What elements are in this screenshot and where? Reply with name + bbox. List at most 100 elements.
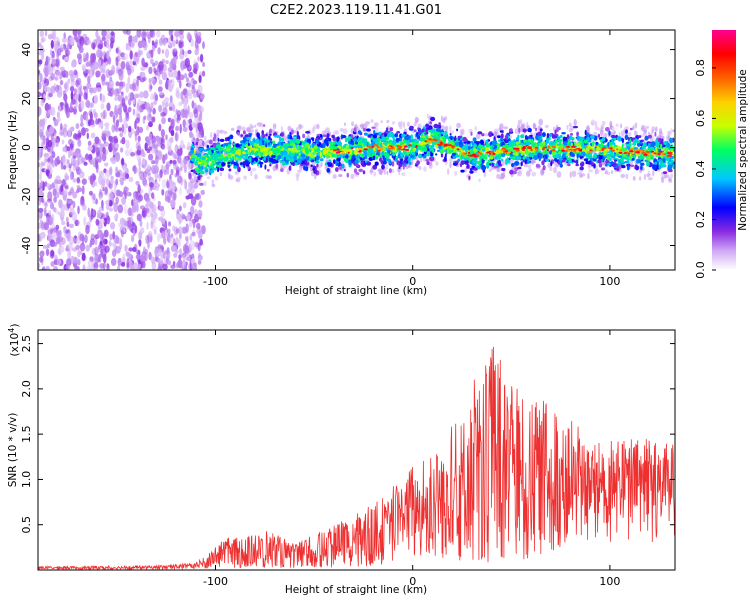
spectrogram-noise-cell xyxy=(173,226,179,236)
spectrogram-band-cell xyxy=(271,154,276,159)
spectrogram-noise-cell xyxy=(172,104,176,112)
spectrogram-halo-cell xyxy=(594,121,598,128)
spectrogram-band-cell xyxy=(269,163,272,167)
spectrogram-band-cell xyxy=(263,137,267,142)
spectrogram-noise-cell xyxy=(72,106,77,115)
spectrogram-band-cell xyxy=(322,134,328,137)
spectrogram-halo-cell xyxy=(538,118,543,126)
spectrogram-noise-cell xyxy=(121,55,126,61)
spectrogram-noise-cell xyxy=(38,150,41,161)
spectrogram-noise-cell xyxy=(123,204,128,215)
spectrogram-band-cell xyxy=(206,144,209,149)
spectrogram-noise-cell xyxy=(44,115,48,123)
spectrogram-noise-cell xyxy=(109,70,115,75)
spectrogram-halo-cell xyxy=(640,134,644,138)
spectrogram-noise-cell xyxy=(60,246,65,253)
spectrogram-noise-cell xyxy=(116,88,122,95)
spectrogram-noise-cell xyxy=(46,215,50,226)
spectrogram-noise-cell xyxy=(164,220,168,230)
spectrogram-band-cell xyxy=(624,134,629,141)
spectrogram-band-cell xyxy=(635,165,640,171)
spectrogram-halo-cell xyxy=(647,177,653,181)
spectrogram-band-cell xyxy=(336,136,340,142)
spectrogram-band-cell xyxy=(497,135,501,139)
spectrogram-noise-cell xyxy=(114,95,118,101)
spectrogram-noise-cell xyxy=(51,30,57,38)
spectrogram-halo-cell xyxy=(672,129,675,133)
spectrogram-noise-cell xyxy=(67,250,72,260)
spectrogram-noise-cell xyxy=(150,221,153,229)
spectrogram-noise-cell xyxy=(148,153,154,161)
spectrogram-band-cell xyxy=(449,133,452,136)
spectrogram-halo-cell xyxy=(256,122,261,127)
spectrogram-noise-cell xyxy=(125,83,130,93)
spectrogram-noise-cell xyxy=(73,108,77,114)
spectrogram-noise-cell xyxy=(138,158,141,167)
spectrogram-noise-cell xyxy=(113,215,118,220)
spectrogram-band-cell xyxy=(344,154,349,159)
spectrogram-noise-cell xyxy=(168,30,173,37)
spectrogram-noise-cell xyxy=(194,48,199,56)
spectrogram-noise-cell xyxy=(160,143,163,149)
spectrogram-noise-cell xyxy=(161,179,167,189)
spectrogram-noise-cell xyxy=(38,262,41,269)
spectrogram-noise-cell xyxy=(194,39,199,50)
spectrogram-noise-cell xyxy=(89,241,92,248)
spectrogram-noise-cell xyxy=(138,171,141,177)
spectrogram-noise-cell xyxy=(167,79,170,85)
spectrogram-noise-cell xyxy=(123,105,128,113)
spectrogram-noise-cell xyxy=(132,108,136,116)
spectrogram-band-cell xyxy=(244,144,249,148)
spectrogram-noise-cell xyxy=(151,192,155,200)
spectrogram-band-cell xyxy=(305,156,310,161)
spectrogram-band-cell xyxy=(219,167,225,172)
spectrogram-noise-cell xyxy=(148,231,153,237)
spectrogram-band-cell xyxy=(281,137,285,142)
spectrogram-noise-cell xyxy=(87,140,92,147)
spectrogram-band-cell xyxy=(336,157,341,162)
spectrogram-band-cell xyxy=(500,158,504,162)
spectrogram-band-cell xyxy=(638,155,644,160)
spectrogram-noise-cell xyxy=(127,44,132,52)
spectrogram-noise-cell xyxy=(105,215,111,225)
spectrogram-noise-cell xyxy=(183,264,187,270)
spectrogram-noise-cell xyxy=(63,93,68,102)
spectrogram-noise-cell xyxy=(112,230,115,240)
spectrogram-band-cell xyxy=(275,163,279,169)
spectrogram-halo-cell xyxy=(344,122,346,126)
spectrogram-band-cell xyxy=(201,166,204,170)
spectrogram-band-cell xyxy=(505,153,511,156)
spectrogram-halo-cell xyxy=(514,128,518,134)
spectrogram-noise-cell xyxy=(89,175,94,185)
spectrogram-band-cell xyxy=(203,166,208,170)
spectrogram-halo-cell xyxy=(665,174,670,179)
spectrogram-band-cell xyxy=(505,134,509,140)
spectrogram-noise-cell xyxy=(155,182,158,187)
spectrogram-band-cell xyxy=(640,162,645,166)
spectrogram-halo-cell xyxy=(667,130,671,137)
spectrogram-band-cell xyxy=(480,139,484,145)
spectrogram-noise-cell xyxy=(58,229,62,237)
spectrogram-halo-cell xyxy=(191,172,194,177)
spectrogram-noise-cell xyxy=(115,189,122,197)
spectrogram-noise-cell xyxy=(42,84,48,94)
spectrogram-band-cell xyxy=(524,158,528,165)
spectrogram-noise-cell xyxy=(104,245,110,253)
spectrogram-noise-cell xyxy=(87,75,91,84)
spectrogram-band-cell xyxy=(531,138,534,145)
spectrogram-noise-cell xyxy=(106,102,111,112)
spectrogram-halo-cell xyxy=(613,130,616,135)
spectrogram-noise-cell xyxy=(184,57,190,68)
spectrogram-noise-cell xyxy=(188,112,194,119)
spectrogram-noise-cell xyxy=(81,185,85,195)
spectrogram-band-cell xyxy=(195,141,199,146)
spectrogram-noise-cell xyxy=(166,169,170,175)
spectrogram-halo-cell xyxy=(216,129,220,137)
spectrogram-noise-cell xyxy=(98,194,103,200)
spectrogram-noise-cell xyxy=(128,176,134,182)
spectrogram-noise-cell xyxy=(56,111,61,119)
spectrogram-noise-cell xyxy=(114,143,119,149)
spectrogram-halo-cell xyxy=(652,169,655,177)
spectrogram-noise-cell xyxy=(79,233,85,242)
spectrogram-halo-cell xyxy=(428,160,433,167)
